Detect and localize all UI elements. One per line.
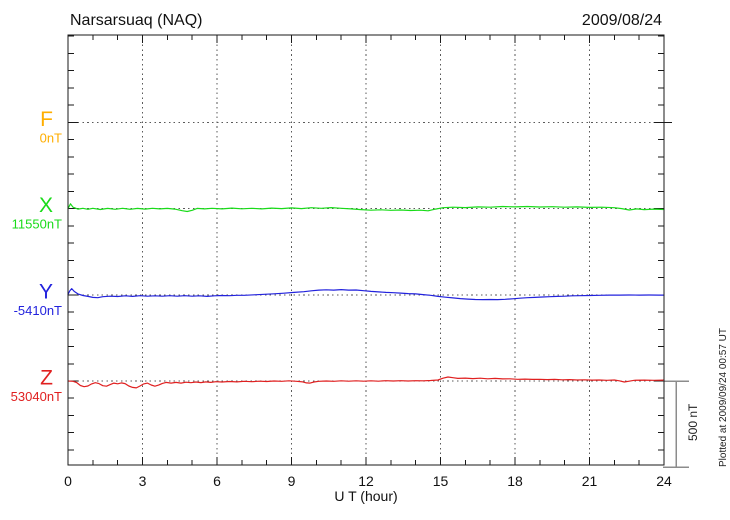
- series-letter-Y: Y: [39, 280, 53, 303]
- x-tick-label: 24: [656, 473, 672, 489]
- series-baseline-label-Y: -5410nT: [14, 303, 62, 318]
- trace-X: [67, 203, 665, 213]
- x-tick-label: 0: [64, 473, 72, 489]
- x-tick-label: 21: [582, 473, 598, 489]
- x-tick-label: 18: [507, 473, 523, 489]
- scale-bar-label: 500 nT: [686, 403, 700, 441]
- series-letter-X: X: [39, 194, 53, 217]
- traces-layer: [67, 203, 665, 389]
- series-baseline-label-Z: 53040nT: [11, 389, 62, 404]
- series-baseline-label-X: 11550nT: [12, 217, 62, 232]
- series-letter-Z: Z: [40, 367, 53, 390]
- plotted-at-note: Plotted at 2009/09/24 00:57 UT: [718, 328, 729, 467]
- plot-frame: [67, 34, 665, 466]
- ticks-layer: 0 3 6 9 12 15 18 21 24: [64, 35, 672, 489]
- page-title: Narsarsuaq (NAQ): [70, 12, 202, 29]
- date-label: 2009/08/24: [582, 12, 662, 29]
- x-tick-label: 9: [288, 473, 296, 489]
- scale-bar: [663, 380, 689, 468]
- x-tick-label: 12: [358, 473, 374, 489]
- x-tick-label: 3: [139, 473, 147, 489]
- series-baseline-label-F: 0nT: [40, 130, 62, 145]
- x-tick-label: 6: [213, 473, 221, 489]
- trace-Z: [67, 376, 665, 389]
- x-tick-label: 15: [433, 473, 449, 489]
- series-letter-F: F: [40, 108, 53, 131]
- trace-Y: [67, 288, 665, 301]
- grid-layer: [68, 35, 664, 465]
- x-axis-title: U T (hour): [334, 488, 397, 504]
